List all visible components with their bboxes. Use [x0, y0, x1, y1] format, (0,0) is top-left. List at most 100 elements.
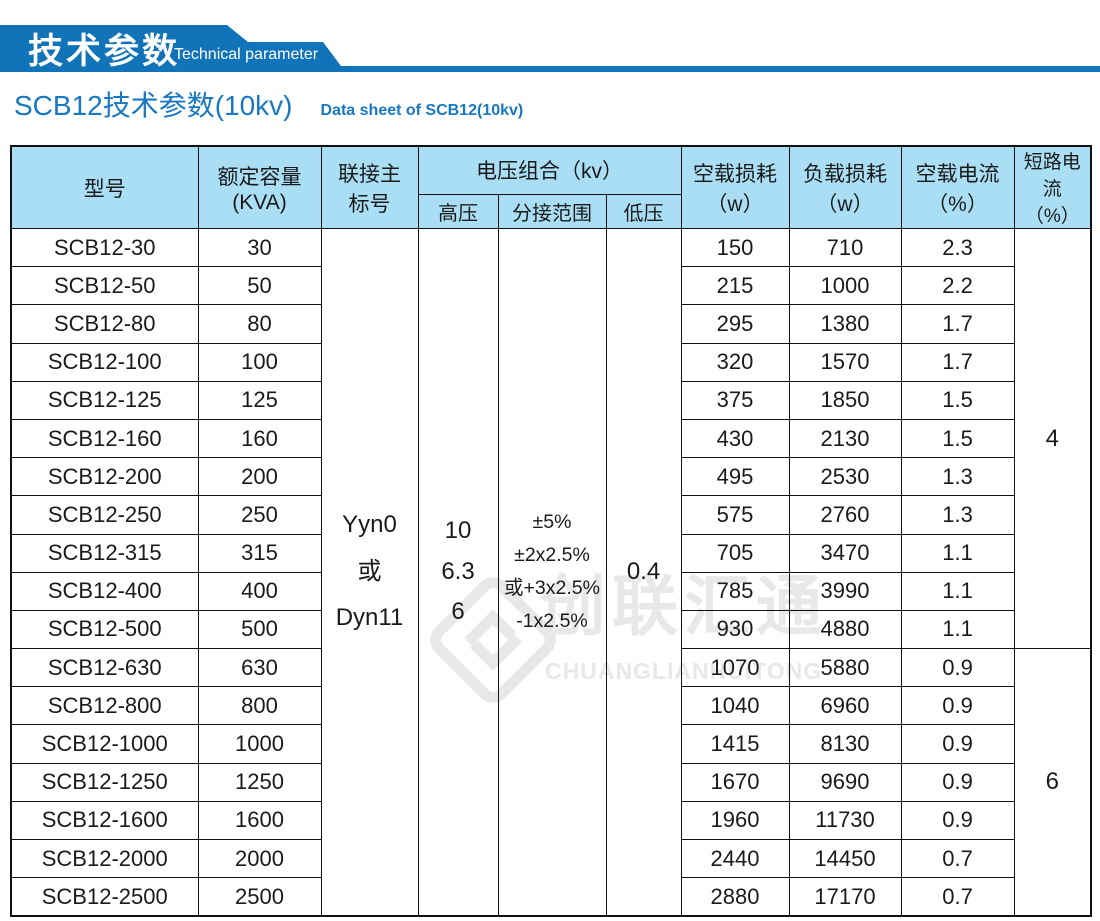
cell-tapping-range: ±5% ±2x2.5% 或+3x2.5% -1x2.5% [497, 227, 607, 917]
col-header-capacity: 额定容量 (KVA) [197, 145, 322, 229]
col-header-vector-group: 联接主 标号 [320, 145, 419, 229]
cell-no-load-loss: 320 [680, 342, 790, 382]
cell-no-load-current: 0.9 [900, 800, 1015, 841]
cell-load-loss: 17170 [788, 877, 902, 917]
cell-load-loss: 14450 [788, 838, 902, 879]
cell-vector-group: Yyn0 或 Dyn11 [320, 227, 419, 917]
table-row: SCB12-50 50 215 1000 2.2 [10, 266, 1091, 306]
col-header-model: 型号 [10, 145, 199, 229]
cell-model: SCB12-1000 [10, 724, 199, 764]
cell-no-load-loss: 430 [680, 418, 790, 459]
cell-capacity: 1000 [197, 724, 322, 764]
section-banner: 技术参数 Technical parameter [0, 25, 1100, 72]
table-row: SCB12-630 630 1070 5880 0.9 6 [10, 648, 1092, 917]
cell-capacity: 200 [197, 457, 322, 497]
cell-no-load-current: 0.9 [900, 648, 1015, 688]
cell-no-load-current: 1.7 [900, 304, 1015, 344]
cell-no-load-loss: 1040 [680, 686, 790, 726]
cell-capacity: 250 [197, 495, 322, 535]
cell-capacity: 1600 [197, 800, 322, 841]
cell-capacity: 400 [197, 571, 322, 611]
table-row: SCB12-100 100 320 1570 1.7 [10, 342, 1091, 382]
cell-capacity: 30 [197, 227, 322, 268]
cell-no-load-loss: 1670 [680, 762, 790, 802]
col-header-tapping-range: 分接范围 [497, 193, 607, 230]
cell-model: SCB12-315 [10, 533, 199, 573]
banner-title-cn: 技术参数 [28, 32, 181, 71]
cell-no-load-loss: 215 [680, 266, 790, 306]
cell-no-load-loss: 295 [680, 304, 790, 344]
cell-load-loss: 11730 [788, 800, 902, 841]
cell-model: SCB12-200 [10, 457, 199, 497]
cell-no-load-loss: 1070 [680, 648, 790, 688]
cell-model: SCB12-80 [10, 304, 199, 344]
cell-no-load-loss: 1960 [680, 800, 790, 841]
col-header-short-circuit-current: 短路电流 （%） [1013, 145, 1092, 229]
table-row: SCB12-800 800 1040 6960 0.9 [10, 686, 1091, 726]
table-row: SCB12-1000 1000 1415 8130 0.9 [10, 724, 1091, 764]
cell-short-circuit-group1: 4 [1013, 227, 1092, 650]
cell-no-load-loss: 150 [680, 227, 790, 268]
cell-capacity: 800 [197, 686, 322, 726]
cell-no-load-loss: 575 [680, 495, 790, 535]
cell-hv: 10 6.3 6 [417, 227, 499, 917]
cell-model: SCB12-160 [10, 418, 199, 459]
table-row: SCB12-1250 1250 1670 9690 0.9 [10, 762, 1091, 802]
table-row: SCB12-315 315 705 3470 1.1 [10, 533, 1091, 573]
table-row: SCB12-250 250 575 2760 1.3 [10, 495, 1091, 535]
table-row: SCB12-125 125 375 1850 1.5 [10, 380, 1091, 420]
cell-load-loss: 710 [788, 227, 902, 268]
table-row: SCB12-1600 1600 1960 11730 0.9 [10, 800, 1091, 841]
cell-no-load-loss: 2440 [680, 838, 790, 879]
cell-load-loss: 3990 [788, 571, 902, 611]
cell-capacity: 2500 [197, 877, 322, 917]
page-subtitle: Data sheet of SCB12(10kv) [320, 102, 524, 119]
col-header-no-load-loss: 空载损耗 （w） [680, 145, 790, 229]
col-header-no-load-current: 空载电流 （%） [900, 145, 1015, 229]
cell-capacity: 630 [197, 648, 322, 688]
cell-capacity: 1250 [197, 762, 322, 802]
cell-no-load-loss: 930 [680, 609, 790, 650]
col-header-voltage-combo: 电压组合（kv） [417, 145, 682, 195]
cell-model: SCB12-1600 [10, 800, 199, 841]
table-body: SCB12-30 30 Yyn0 或 Dyn11 10 6.3 6 ±5% ±2… [10, 227, 1092, 917]
cell-model: SCB12-630 [10, 648, 199, 688]
cell-no-load-current: 1.5 [900, 380, 1015, 420]
cell-capacity: 160 [197, 418, 322, 459]
cell-load-loss: 1380 [788, 304, 902, 344]
cell-model: SCB12-250 [10, 495, 199, 535]
cell-no-load-current: 1.7 [900, 342, 1015, 382]
cell-load-loss: 2130 [788, 418, 902, 459]
cell-model: SCB12-2000 [10, 838, 199, 879]
cell-no-load-loss: 375 [680, 380, 790, 420]
table-row: SCB12-2000 2000 2440 14450 0.7 [10, 838, 1091, 879]
cell-capacity: 50 [197, 266, 322, 306]
cell-no-load-current: 1.3 [900, 457, 1015, 497]
header-row-1: 型号 额定容量 (KVA) 联接主 标号 电压组合（kv） 空载损耗 （w） 负… [10, 145, 1092, 229]
cell-lv: 0.4 [605, 227, 682, 917]
cell-no-load-current: 0.7 [900, 877, 1015, 917]
table-row: SCB12-2500 2500 2880 17170 0.7 [10, 877, 1091, 917]
cell-capacity: 2000 [197, 838, 322, 879]
cell-no-load-current: 1.3 [900, 495, 1015, 535]
cell-no-load-current: 0.9 [900, 686, 1015, 726]
banner-title-en: Technical parameter [174, 46, 319, 63]
cell-load-loss: 5880 [788, 648, 902, 688]
cell-load-loss: 6960 [788, 686, 902, 726]
table-row: SCB12-30 30 Yyn0 或 Dyn11 10 6.3 6 ±5% ±2… [10, 227, 1092, 917]
cell-no-load-current: 1.1 [900, 609, 1015, 650]
cell-model: SCB12-125 [10, 380, 199, 420]
cell-no-load-current: 2.2 [900, 266, 1015, 306]
cell-no-load-current: 1.1 [900, 571, 1015, 611]
page-title: SCB12技术参数(10kv) [14, 90, 293, 121]
cell-no-load-loss: 1415 [680, 724, 790, 764]
cell-load-loss: 2530 [788, 457, 902, 497]
cell-load-loss: 8130 [788, 724, 902, 764]
cell-no-load-loss: 705 [680, 533, 790, 573]
cell-no-load-current: 1.1 [900, 533, 1015, 573]
cell-no-load-current: 2.3 [900, 227, 1015, 268]
col-header-lv: 低压 [605, 193, 682, 230]
cell-load-loss: 1000 [788, 266, 902, 306]
cell-model: SCB12-800 [10, 686, 199, 726]
cell-capacity: 100 [197, 342, 322, 382]
